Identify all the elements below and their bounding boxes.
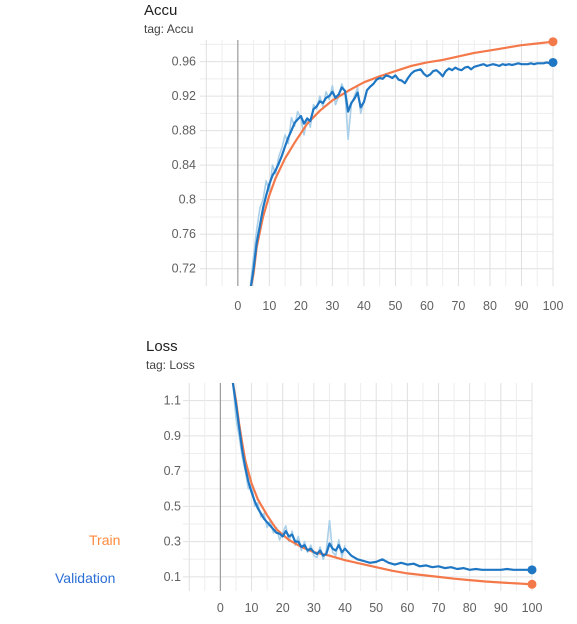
accu-ytick-label: 0.76 (172, 227, 196, 241)
loss-series-train (231, 383, 532, 586)
accu-xtick-label: 90 (515, 299, 529, 313)
accu-xtick-label: 100 (543, 299, 564, 313)
loss-xtick-label: 100 (522, 601, 543, 615)
accu-xtick-label: 20 (294, 299, 308, 313)
accu-series-train (250, 40, 553, 286)
accu-tag: tag: Accu (144, 22, 194, 36)
accu-endpoint-train (548, 37, 558, 47)
accu-title: Accu (144, 2, 178, 19)
loss-series-validation (231, 383, 532, 571)
loss-xtick-label: 30 (307, 601, 321, 615)
loss-ytick-label: 0.5 (164, 499, 181, 513)
legend-validation: Validation (55, 570, 116, 586)
loss-ytick-label: 0.7 (164, 464, 181, 478)
loss-grid (183, 383, 533, 591)
accu-xtick-label: 30 (325, 299, 339, 313)
loss-title: Loss (146, 338, 178, 355)
loss-ytick-label: 1.1 (164, 394, 181, 408)
loss-xtick-label: 70 (432, 601, 446, 615)
accu-panel: Accu tag: Accu 0 10 20 30 40 50 60 70 80 90 100 0.7… (144, 2, 564, 313)
loss-endpoint-train (527, 579, 537, 589)
loss-xtick-label: 80 (463, 601, 477, 615)
loss-endpoint-validation (527, 565, 537, 575)
accu-endpoint-validation (548, 57, 558, 67)
loss-ytick-label: 0.1 (164, 570, 181, 584)
accu-xtick-label: 10 (262, 299, 276, 313)
accu-xtick-label: 0 (234, 299, 241, 313)
accu-ytick-label: 0.72 (172, 262, 196, 276)
loss-xtick-label: 10 (245, 601, 259, 615)
accu-series-validation (249, 61, 553, 286)
loss-xtick-label: 40 (338, 601, 352, 615)
accu-xtick-label: 50 (388, 299, 402, 313)
loss-xtick-label: 60 (400, 601, 414, 615)
accu-xtick-label: 80 (483, 299, 497, 313)
loss-ytick-label: 0.3 (164, 535, 181, 549)
accu-ytick-label: 0.84 (172, 158, 196, 172)
loss-ytick-label: 0.9 (164, 429, 181, 443)
loss-xtick-label: 90 (494, 601, 508, 615)
loss-xtick-label: 50 (369, 601, 383, 615)
accu-ytick-label: 0.96 (172, 55, 196, 69)
legend-train: Train (89, 532, 121, 548)
loss-xtick-label: 0 (217, 601, 224, 615)
accu-ytick-label: 0.8 (179, 193, 196, 207)
accu-xtick-label: 60 (420, 299, 434, 313)
accu-xtick-label: 70 (451, 299, 465, 313)
loss-xtick-label: 20 (276, 601, 290, 615)
loss-tag: tag: Loss (146, 358, 195, 372)
accu-chart: 0 10 20 30 40 50 60 70 80 90 100 0.72 0.76 0.8 0.84 0.8… (172, 37, 564, 313)
accu-grid (200, 40, 554, 286)
accu-xtick-label: 40 (357, 299, 371, 313)
accu-ytick-label: 0.92 (172, 89, 196, 103)
accu-ytick-label: 0.88 (172, 124, 196, 138)
